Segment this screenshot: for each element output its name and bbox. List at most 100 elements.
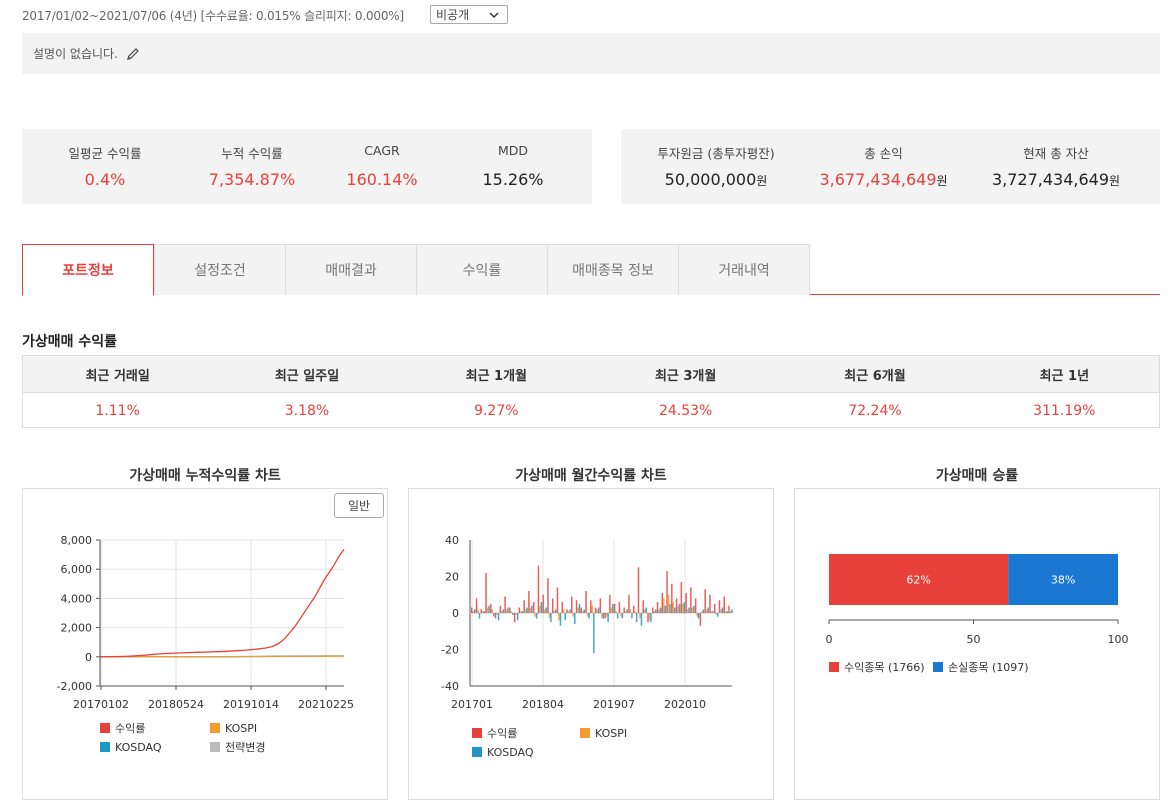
table-cell: 1.11% [95, 402, 140, 419]
visibility-select[interactable]: 비공개 [430, 5, 508, 24]
legend-label: 전략변경 [225, 741, 265, 754]
stat-total-assets: 현재 총 자산 3,727,434,649원 [956, 129, 1156, 204]
bar-수익률 [513, 613, 516, 623]
bar-수익률 [537, 565, 540, 613]
bar-KOSPI [491, 609, 494, 613]
legend-swatch [829, 662, 839, 672]
stat-label: 일평균 수익률 [68, 146, 142, 161]
bar-KOSPI [486, 607, 489, 613]
bar-KOSPI [543, 609, 546, 613]
bar-수익률 [523, 600, 525, 613]
x-tick-label: 20191014 [223, 698, 279, 711]
bar-수익률 [680, 581, 683, 613]
bar-label: 38% [1051, 574, 1075, 587]
bar-수익률 [551, 598, 554, 613]
y-tick-label: -2,000 [57, 680, 92, 693]
bar-KOSPI [624, 611, 627, 613]
pencil-icon[interactable] [126, 47, 140, 61]
bar-KOSPI [558, 613, 560, 621]
bar-KOSPI [596, 609, 598, 613]
column-header: 최근 거래일 [85, 368, 150, 384]
tab-trade-results[interactable]: 매매결과 [285, 244, 417, 295]
chart-mode-button[interactable]: 일반 [334, 493, 384, 518]
stat-value: 15.26% [482, 170, 544, 189]
legend-label: KOSDAQ [115, 741, 162, 754]
y-tick-label: 40 [445, 534, 459, 547]
table-cell: 72.24% [848, 402, 902, 419]
table-cell: 24.53% [658, 402, 713, 419]
bar-KOSPI [629, 609, 632, 613]
tab-port-info[interactable]: 포트정보 [22, 244, 154, 296]
bar-KOSDAQ [478, 613, 481, 619]
bar-수익률 [652, 607, 654, 613]
column-header: 최근 1년 [1039, 368, 1090, 384]
bar-KOSDAQ [726, 611, 728, 613]
bar-KOSDAQ [569, 609, 571, 613]
bar-수익률 [656, 602, 659, 613]
stat-cumulative-return: 누적 수익률 7,354.87% [188, 129, 316, 204]
bar-KOSDAQ [483, 611, 485, 613]
bar-segment-손실종목 [1008, 554, 1118, 605]
series-line-수익률 [99, 549, 345, 658]
legend-label: 손실종목 (1097) [948, 661, 1029, 674]
bar-KOSDAQ [716, 613, 719, 617]
bar-KOSPI [572, 613, 575, 617]
legend-label: KOSPI [225, 722, 257, 735]
tab-returns[interactable]: 수익률 [416, 244, 548, 295]
bar-수익률 [666, 571, 668, 613]
bar-수익률 [623, 607, 625, 613]
stat-total-pnl: 총 손익 3,677,434,649원 [811, 129, 956, 204]
bar-KOSDAQ [488, 605, 490, 613]
bar-수익률 [604, 613, 606, 619]
bar-KOSPI [639, 613, 641, 619]
y-tick-label: -20 [441, 644, 459, 657]
bar-KOSDAQ [697, 613, 700, 619]
bar-KOSPI [615, 611, 617, 613]
x-tick-label: 20180524 [148, 698, 204, 711]
bar-KOSDAQ [588, 613, 590, 619]
table-row: 1.11% 3.18% 9.27% 24.53% 72.24% 311.19% [23, 393, 1159, 428]
column-header: 최근 일주일 [274, 368, 340, 384]
bar-KOSPI [682, 603, 684, 614]
bar-수익률 [699, 613, 702, 626]
bar-수익률 [690, 587, 692, 613]
legend-label: KOSPI [595, 727, 627, 740]
bar-KOSDAQ [669, 603, 671, 614]
bar-KOSDAQ [635, 613, 638, 623]
tab-trade-history[interactable]: 거래내역 [678, 244, 810, 295]
bar-KOSDAQ [593, 613, 595, 654]
bar-KOSDAQ [712, 611, 714, 613]
tab-settings[interactable]: 설정조건 [154, 244, 286, 295]
x-tick-label: 100 [1108, 633, 1129, 646]
x-tick-label: 201804 [522, 698, 564, 711]
x-tick-label: 50 [967, 633, 981, 646]
bar-KOSDAQ [545, 607, 547, 613]
legend-swatch [210, 742, 220, 752]
bar-KOSPI [648, 613, 651, 621]
monthly-chart-box [408, 488, 774, 800]
bar-수익률 [632, 605, 635, 613]
bar-KOSDAQ [535, 613, 538, 619]
bar-수익률 [694, 598, 697, 613]
bar-KOSDAQ [564, 613, 566, 621]
bar-KOSDAQ [674, 607, 676, 613]
legend-swatch [100, 723, 110, 733]
column-header: 최근 1개월 [465, 368, 528, 384]
x-tick-label: 201701 [451, 698, 493, 711]
stat-principal: 투자원금 (총투자평잔) 50,000,000원 [621, 129, 811, 204]
bar-KOSDAQ [574, 613, 576, 624]
bar-수익률 [504, 596, 506, 613]
bar-수익률 [594, 607, 597, 613]
bar-KOSDAQ [631, 613, 633, 619]
bar-KOSDAQ [516, 613, 519, 621]
tab-stock-info[interactable]: 매매종목 정보 [547, 244, 679, 295]
stat-value: 3,677,434,649원 [819, 170, 948, 189]
bar-수익률 [590, 600, 592, 613]
stat-value: 3,727,434,649원 [991, 170, 1121, 189]
bar-KOSPI [724, 611, 727, 613]
bar-KOSPI [634, 611, 636, 613]
bar-KOSPI [563, 609, 565, 613]
bar-KOSPI [715, 613, 717, 615]
bar-KOSDAQ [721, 607, 724, 613]
table-header-row: 최근 거래일 최근 일주일 최근 1개월 최근 3개월 최근 6개월 최근 1년 [23, 356, 1159, 393]
